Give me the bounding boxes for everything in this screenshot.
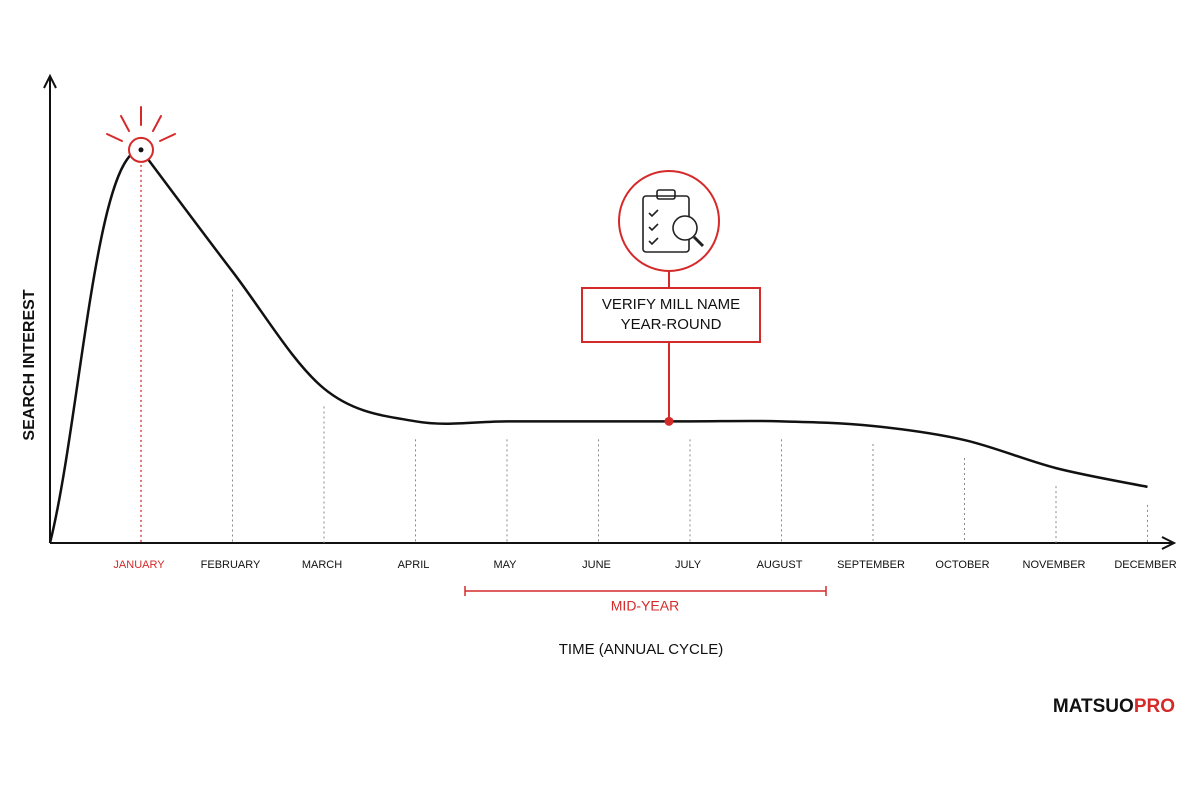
line <box>140 149 1148 489</box>
x-tick-label: JUNE <box>582 559 611 571</box>
mid-year-bracket <box>464 586 827 596</box>
x-axis-arrow <box>1161 536 1177 550</box>
x-tick-label: AUGUST <box>757 559 803 571</box>
annotation-box <box>581 287 761 343</box>
x-tick-label: APRIL <box>398 559 430 571</box>
annotation-line: VERIFY MILL NAME <box>602 296 740 313</box>
x-tick-label: NOVEMBER <box>1023 559 1086 571</box>
x-tick-label: SEPTEMBER <box>837 559 905 571</box>
x-tick-label: JANUARY <box>113 559 165 571</box>
peak-burst <box>106 106 176 142</box>
annotation-line: YEAR-ROUND <box>621 316 722 333</box>
brand-accent: PRO <box>1134 696 1175 717</box>
y-axis-label: SEARCH INTEREST <box>21 289 38 440</box>
x-tick-label: MARCH <box>302 559 342 571</box>
clipboard-icon <box>618 170 720 272</box>
curve-lead-in <box>48 148 142 544</box>
peak-dot <box>138 147 144 153</box>
annotation-dot <box>664 416 674 426</box>
brand-main: MATSUO <box>1053 696 1134 717</box>
x-axis-label: TIME (ANNUAL CYCLE) <box>559 641 723 658</box>
x-tick-label: FEBRUARY <box>201 559 261 571</box>
x-tick-label: OCTOBER <box>935 559 989 571</box>
y-axis-arrow <box>43 73 57 89</box>
x-tick-label: DECEMBER <box>1114 559 1176 571</box>
x-tick-label: MAY <box>493 559 517 571</box>
span-label: MID-YEAR <box>611 598 679 614</box>
x-tick-label: JULY <box>675 559 702 571</box>
brand: MATSUOPRO <box>1053 696 1175 717</box>
